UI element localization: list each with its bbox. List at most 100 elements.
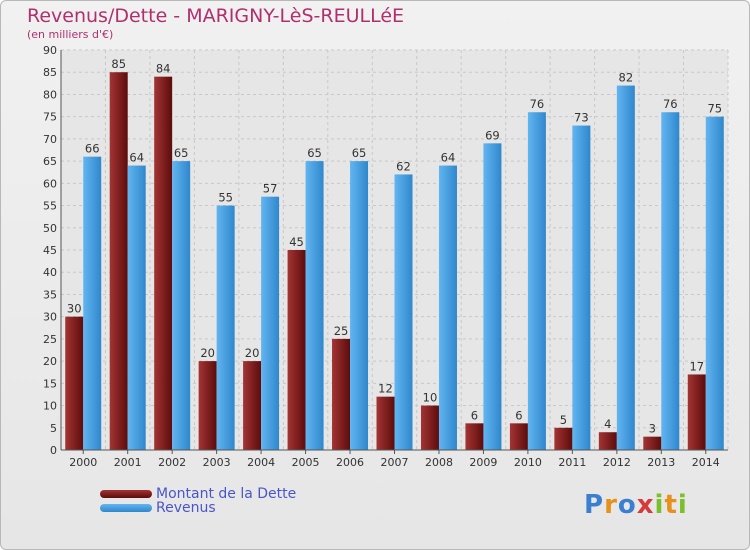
data-label: 3 bbox=[649, 422, 656, 436]
bar-dette bbox=[243, 361, 262, 450]
bar-revenus bbox=[438, 165, 457, 451]
y-tick-label: 45 bbox=[43, 244, 57, 257]
logo-letter: t bbox=[664, 490, 678, 520]
x-tick-label: 2010 bbox=[514, 456, 542, 469]
bar-revenus bbox=[83, 156, 102, 450]
legend-item-revenus: Revenus bbox=[100, 500, 216, 516]
logo-letter: r bbox=[604, 490, 618, 520]
data-label: 64 bbox=[129, 151, 144, 165]
data-label: 76 bbox=[663, 97, 678, 111]
y-tick-label: 55 bbox=[43, 200, 57, 213]
data-label: 10 bbox=[423, 391, 438, 405]
y-tick-label: 50 bbox=[43, 222, 57, 235]
bar-revenus bbox=[216, 205, 235, 450]
data-label: 5 bbox=[560, 413, 567, 427]
x-tick-label: 2004 bbox=[247, 456, 275, 469]
bar-dette bbox=[643, 436, 662, 450]
y-tick-label: 0 bbox=[50, 444, 57, 457]
bar-revenus bbox=[394, 174, 413, 450]
x-tick-label: 2000 bbox=[69, 456, 97, 469]
proxiti-logo: Proxiti bbox=[584, 490, 688, 520]
bar-dette bbox=[598, 432, 617, 450]
data-label: 64 bbox=[441, 151, 456, 165]
y-tick-label: 80 bbox=[43, 88, 57, 101]
y-tick-label: 75 bbox=[43, 111, 57, 124]
legend-label-revenus: Revenus bbox=[156, 500, 216, 516]
bar-dette bbox=[509, 423, 528, 450]
y-tick-label: 85 bbox=[43, 66, 57, 79]
bar-dette bbox=[420, 405, 439, 450]
y-tick-label: 65 bbox=[43, 155, 57, 168]
data-label: 6 bbox=[515, 408, 522, 422]
data-label: 4 bbox=[604, 417, 611, 431]
bar-revenus bbox=[127, 165, 146, 451]
logo-letter: i bbox=[677, 490, 688, 520]
bar-dette bbox=[198, 361, 217, 450]
legend-swatch-dette bbox=[100, 490, 152, 498]
logo-letter: x bbox=[636, 490, 655, 520]
bar-dette bbox=[332, 338, 351, 450]
x-tick-label: 2012 bbox=[603, 456, 631, 469]
y-tick-label: 5 bbox=[50, 422, 57, 435]
data-label: 73 bbox=[574, 111, 589, 125]
chart-subtitle: (en milliers d'€) bbox=[27, 28, 114, 41]
data-labels: 3066856484652055205745652565126210646696… bbox=[67, 57, 722, 435]
data-label: 85 bbox=[111, 57, 126, 71]
data-label: 6 bbox=[471, 408, 478, 422]
data-label: 20 bbox=[200, 346, 215, 360]
x-tick-label: 2007 bbox=[381, 456, 409, 469]
data-label: 57 bbox=[263, 182, 278, 196]
data-label: 30 bbox=[67, 302, 82, 316]
data-label: 65 bbox=[352, 146, 367, 160]
bar-dette bbox=[65, 316, 84, 450]
bar-dette bbox=[376, 396, 395, 450]
data-label: 17 bbox=[689, 359, 704, 373]
data-label: 62 bbox=[396, 159, 411, 173]
data-label: 69 bbox=[485, 128, 500, 142]
bar-dette bbox=[109, 72, 128, 450]
x-tick-label: 2005 bbox=[292, 456, 320, 469]
bar-dette bbox=[154, 76, 173, 451]
data-label: 76 bbox=[530, 97, 545, 111]
data-label: 20 bbox=[245, 346, 260, 360]
x-tick-label: 2006 bbox=[336, 456, 364, 469]
bar-revenus bbox=[705, 116, 724, 451]
data-label: 65 bbox=[307, 146, 322, 160]
y-tick-label: 20 bbox=[43, 355, 57, 368]
data-label: 45 bbox=[289, 235, 304, 249]
bar-dette bbox=[554, 427, 573, 450]
data-label: 82 bbox=[619, 71, 634, 85]
x-tick-label: 2014 bbox=[692, 456, 720, 469]
data-label: 65 bbox=[174, 146, 189, 160]
bar-revenus bbox=[350, 161, 369, 450]
y-tick-label: 15 bbox=[43, 377, 57, 390]
bars bbox=[65, 72, 724, 451]
y-tick-label: 70 bbox=[43, 133, 57, 146]
bar-revenus bbox=[616, 85, 635, 451]
data-label: 12 bbox=[378, 382, 393, 396]
y-tick-label: 30 bbox=[43, 311, 57, 324]
bar-revenus bbox=[527, 112, 546, 450]
y-tick-label: 60 bbox=[43, 177, 57, 190]
x-tick-label: 2003 bbox=[203, 456, 231, 469]
data-label: 84 bbox=[156, 62, 171, 76]
y-tick-label: 90 bbox=[43, 44, 57, 57]
bar-dette bbox=[287, 250, 306, 450]
bar-revenus bbox=[572, 125, 591, 451]
y-tick-label: 40 bbox=[43, 266, 57, 279]
logo-letter: P bbox=[584, 490, 605, 520]
logo-letter: o bbox=[617, 490, 637, 520]
x-tick-label: 2009 bbox=[469, 456, 497, 469]
x-tick-label: 2013 bbox=[647, 456, 675, 469]
bar-revenus bbox=[483, 143, 502, 451]
data-label: 75 bbox=[707, 102, 722, 116]
data-label: 66 bbox=[85, 142, 100, 156]
x-tick-label: 2002 bbox=[158, 456, 186, 469]
legend-label-dette: Montant de la Dette bbox=[156, 486, 297, 502]
logo-letter: i bbox=[654, 490, 665, 520]
bar-dette bbox=[465, 423, 484, 450]
chart-title: Revenus/Dette - MARIGNY-LèS-REULLéE bbox=[27, 5, 405, 27]
data-label: 25 bbox=[334, 324, 349, 338]
x-tick-label: 2008 bbox=[425, 456, 453, 469]
legend-swatch-revenus bbox=[100, 504, 152, 512]
